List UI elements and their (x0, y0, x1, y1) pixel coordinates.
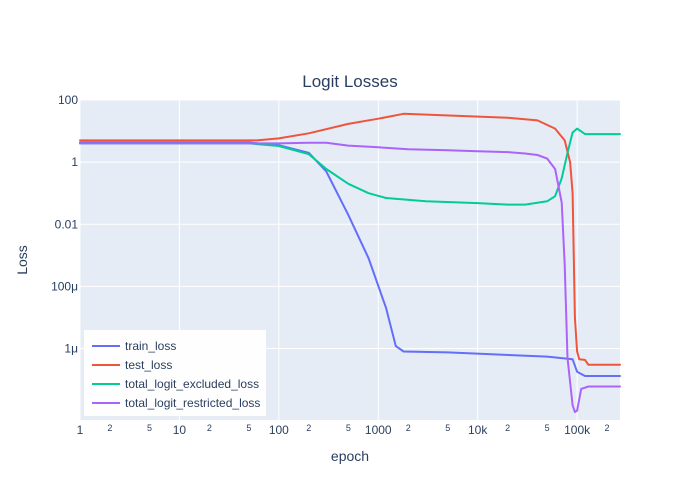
x-tick-label: 2 (207, 423, 212, 433)
legend-label-train-loss: train_loss (125, 339, 176, 353)
legend-label-test-loss: test_loss (125, 358, 172, 372)
x-tick-label: 2 (605, 423, 610, 433)
x-tick-label: 5 (147, 423, 152, 433)
x-tick-label: 2 (306, 423, 311, 433)
x-tick-label: 5 (545, 423, 550, 433)
legend-label-total-logit-restricted-loss: total_logit_restricted_loss (125, 396, 260, 410)
legend-label-total-logit-excluded-loss: total_logit_excluded_loss (125, 377, 259, 391)
y-tick-label: 100μ (51, 279, 78, 293)
chart-title: Logit Losses (302, 72, 397, 91)
x-tick-label: 2 (406, 423, 411, 433)
x-tick-label: 5 (346, 423, 351, 433)
x-tick-label: 2 (505, 423, 510, 433)
x-axis-title: epoch (331, 448, 369, 464)
x-tick-label: 1 (77, 423, 84, 437)
x-tick-label: 1000 (365, 423, 392, 437)
x-tick-label: 100k (564, 423, 591, 437)
x-tick-label: 2 (107, 423, 112, 433)
series-line-total-logit-restricted-loss (79, 141, 621, 414)
y-tick-label: 100 (58, 93, 78, 107)
series-line-train-loss (79, 141, 621, 377)
legend-box (84, 330, 266, 416)
y-tick-label: 1 (71, 155, 78, 169)
series-line-test-loss (79, 112, 621, 366)
y-tick-label: 0.01 (55, 217, 79, 231)
y-axis-ticks: 100 1 0.01 100μ 1μ (51, 93, 78, 356)
y-axis-title: Loss (14, 245, 30, 275)
x-tick-label: 5 (445, 423, 450, 433)
x-axis-ticks: 1 2 5 10 2 5 100 2 5 1000 2 5 10k 2 5 100k 2 (77, 423, 610, 437)
series-lines (79, 112, 621, 414)
series-line-total-logit-excluded-loss (79, 127, 621, 206)
y-tick-label: 1μ (64, 342, 78, 356)
x-tick-label: 10k (468, 423, 488, 437)
x-tick-label: 10 (173, 423, 187, 437)
x-tick-label: 5 (246, 423, 251, 433)
grid-lines (79, 99, 620, 420)
x-tick-label: 100 (269, 423, 289, 437)
legend: train_loss test_loss total_logit_exclude… (84, 330, 266, 416)
